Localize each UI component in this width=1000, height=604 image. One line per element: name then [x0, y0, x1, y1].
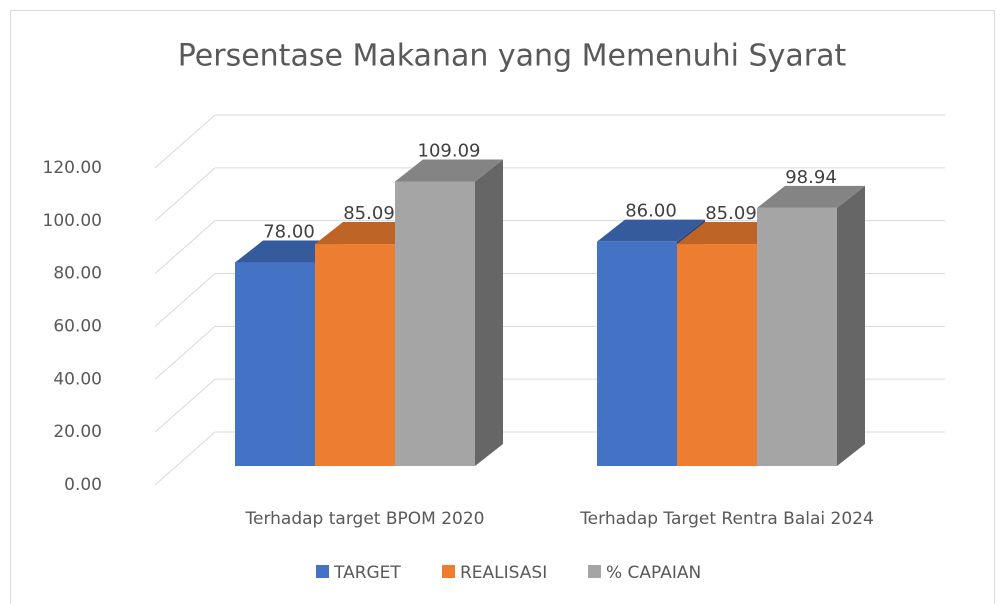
bar-side: [837, 185, 865, 466]
y-tick-label: 80.00: [53, 264, 102, 284]
legend-label: REALISASI: [460, 563, 547, 583]
grid-line: [154, 273, 216, 327]
legend-label: TARGET: [333, 563, 401, 583]
bar-top: [395, 159, 503, 182]
grid-line: [154, 431, 216, 486]
data-label: 86.00: [625, 201, 677, 222]
bar-side: [475, 159, 503, 466]
grid-line: [154, 220, 216, 275]
grid-line: [154, 325, 216, 380]
bar: [315, 244, 395, 466]
grid-line: [154, 167, 216, 222]
bar: [235, 262, 315, 466]
legend-swatch: [442, 565, 455, 578]
data-label: 85.09: [705, 203, 757, 224]
y-tick-label: 40.00: [53, 369, 102, 389]
data-label: 98.94: [785, 167, 837, 188]
grid-line: [154, 114, 216, 169]
data-label: 109.09: [418, 140, 481, 161]
data-label: 78.00: [263, 222, 315, 243]
data-label: 85.09: [343, 203, 395, 224]
bar: [757, 207, 837, 466]
y-tick-label: 100.00: [43, 211, 102, 231]
bar: [395, 181, 475, 466]
legend-swatch: [588, 565, 601, 578]
legend-swatch: [316, 565, 329, 578]
bar-top: [597, 219, 705, 242]
bar: [597, 241, 677, 466]
grid-line: [154, 378, 216, 433]
chart-title: Persentase Makanan yang Memenuhi Syarat: [178, 39, 847, 74]
y-tick-label: 120.00: [43, 158, 102, 178]
x-tick-label: Terhadap Target Rentra Balai 2024: [579, 509, 874, 529]
y-tick-label: 20.00: [53, 422, 102, 442]
bar-top: [757, 185, 865, 208]
x-tick-label: Terhadap target BPOM 2020: [245, 509, 485, 529]
y-tick-label: 60.00: [53, 317, 102, 337]
bar: [677, 244, 757, 466]
y-tick-label: 0.00: [64, 475, 102, 495]
legend-label: % CAPAIAN: [606, 563, 701, 583]
